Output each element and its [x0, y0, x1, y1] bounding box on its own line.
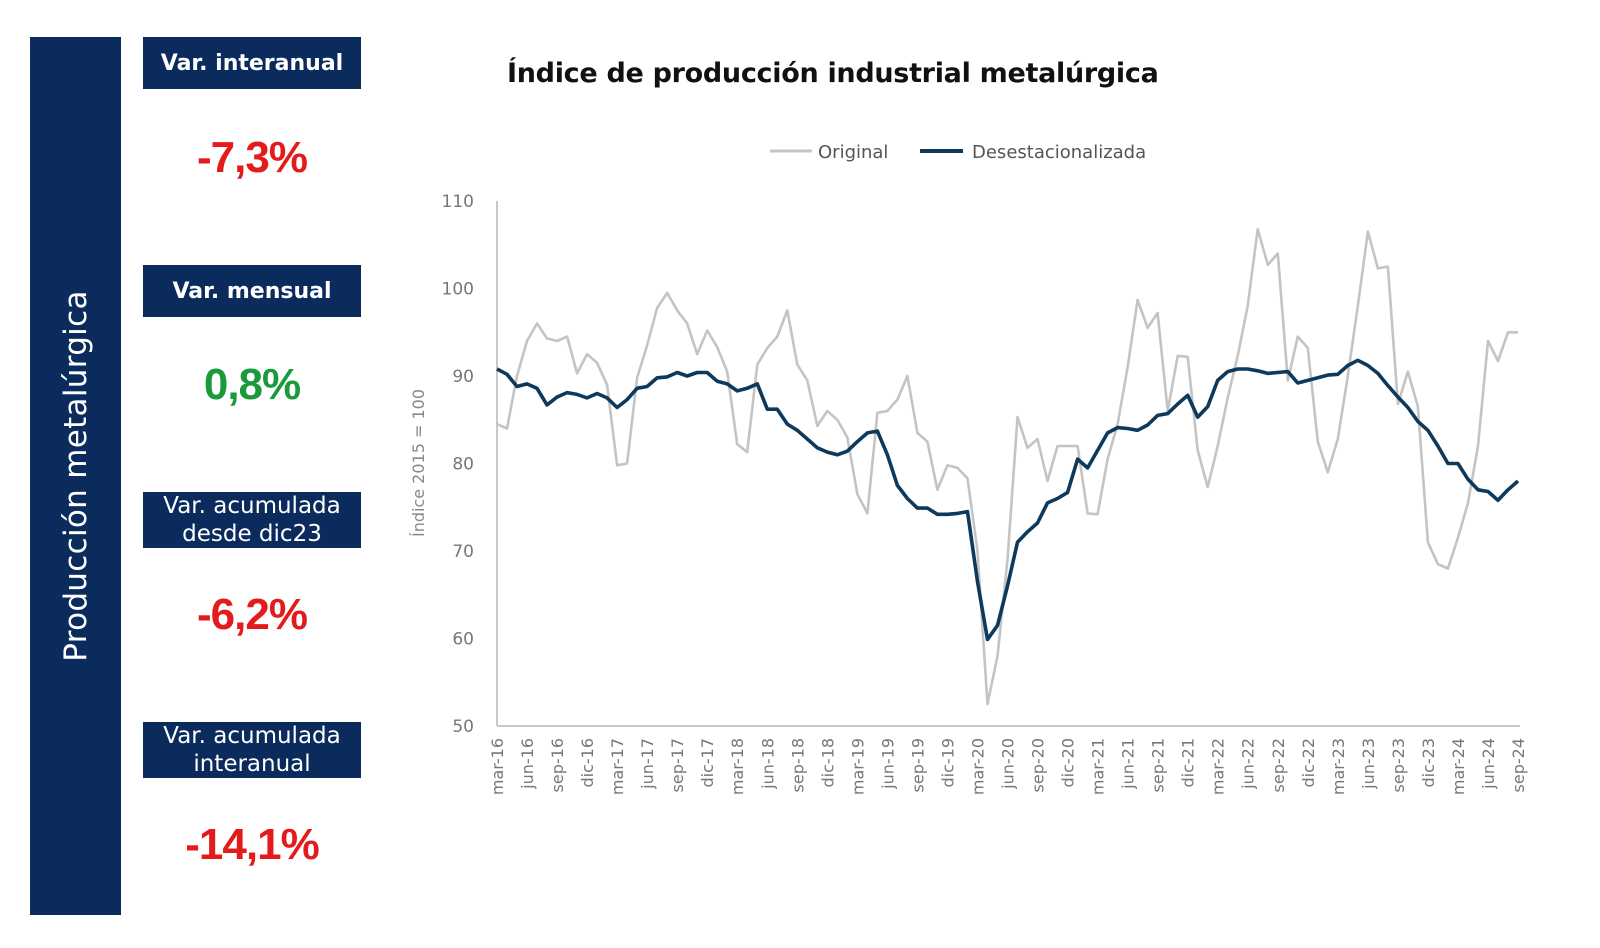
x-tick-label: jun-22	[1239, 738, 1258, 790]
y-axis-ticks: 50 60 70 80 90 100 110	[442, 192, 474, 737]
x-tick-label: mar-21	[1089, 738, 1108, 795]
x-tick-label: mar-20	[968, 738, 987, 795]
x-tick-label: dic-22	[1299, 738, 1318, 788]
x-tick-label: dic-18	[818, 738, 837, 788]
x-tick-label: sep-24	[1509, 738, 1528, 792]
sidebar-panel	[30, 37, 121, 915]
x-tick-label: mar-17	[608, 738, 627, 795]
chart-legend: Original Desestacionalizada	[770, 142, 1146, 163]
kpi-label-line-1: Var. acumulada	[163, 723, 341, 749]
x-tick-label: jun-19	[878, 738, 897, 790]
y-tick-label: 90	[452, 367, 474, 387]
kpi-value-var-mensual: 0,8%	[203, 360, 301, 409]
y-tick-label: 60	[452, 630, 474, 650]
kpi-label-line-1: Var. acumulada	[163, 493, 341, 519]
x-tick-label: mar-22	[1209, 738, 1228, 795]
kpi-value-var-acumulada-interanual: -14,1%	[185, 820, 319, 869]
x-tick-label: dic-19	[938, 738, 957, 788]
x-tick-label: jun-23	[1359, 738, 1378, 790]
x-tick-label: sep-18	[788, 738, 807, 792]
kpi-label-var-acumulada-interanual: Var. acumulada interanual	[143, 722, 361, 778]
kpi-label-line-2: interanual	[193, 751, 311, 777]
kpi-label-var-acumulada-dic23: Var. acumulada desde dic23	[143, 492, 361, 548]
x-tick-label: sep-22	[1269, 738, 1288, 792]
x-tick-label: sep-16	[548, 738, 567, 792]
y-tick-label: 70	[452, 542, 474, 562]
x-tick-label: dic-20	[1059, 738, 1078, 788]
kpi-label-text: Var. interanual	[160, 50, 344, 76]
x-tick-label: mar-19	[848, 738, 867, 795]
x-tick-label: sep-17	[668, 738, 687, 792]
x-tick-label: dic-16	[578, 738, 597, 788]
x-tick-label: dic-23	[1419, 738, 1438, 788]
series-line-original	[496, 227, 1518, 706]
kpi-label-line-2: desde dic23	[182, 521, 322, 547]
x-tick-label: jun-18	[758, 738, 777, 790]
x-axis-ticks: mar-16 jun-16 sep-16 dic-16 mar-17 jun-17 sep-…	[488, 738, 1528, 795]
x-tick-label: mar-24	[1449, 738, 1468, 795]
kpi-label-var-mensual: Var. mensual	[143, 265, 361, 317]
kpi-label-var-interanual: Var. interanual	[143, 37, 361, 89]
x-tick-label: jun-24	[1479, 738, 1498, 790]
x-tick-label: dic-21	[1179, 738, 1198, 788]
x-tick-label: jun-20	[999, 738, 1018, 790]
x-tick-label: sep-20	[1029, 738, 1048, 792]
x-tick-label: sep-23	[1389, 738, 1408, 792]
kpi-label-text: Var. mensual	[172, 278, 332, 304]
x-tick-label: mar-23	[1329, 738, 1348, 795]
y-tick-label: 100	[442, 280, 474, 300]
kpi-value-var-acumulada-dic23: -6,2%	[197, 590, 308, 639]
series-group	[496, 227, 1520, 706]
y-axis-label: Índice 2015 = 100	[409, 389, 428, 537]
x-tick-label: jun-17	[638, 738, 657, 790]
legend-label-original: Original	[818, 142, 888, 163]
y-tick-label: 80	[452, 455, 474, 475]
y-tick-label: 50	[452, 717, 474, 737]
legend-label-desestacionalizada: Desestacionalizada	[972, 142, 1146, 163]
x-tick-label: mar-16	[488, 738, 507, 795]
y-tick-label: 110	[442, 192, 474, 212]
x-tick-label: dic-17	[698, 738, 717, 788]
x-tick-label: mar-18	[728, 738, 747, 795]
series-line-desestacionalizada	[496, 358, 1520, 642]
kpi-value-var-interanual: -7,3%	[197, 133, 308, 182]
x-tick-label: jun-21	[1119, 738, 1138, 790]
chart-title: Índice de producción industrial metalúrg…	[507, 58, 1159, 89]
x-tick-label: sep-19	[908, 738, 927, 792]
x-tick-label: jun-16	[518, 738, 537, 790]
x-tick-label: sep-21	[1149, 738, 1168, 792]
